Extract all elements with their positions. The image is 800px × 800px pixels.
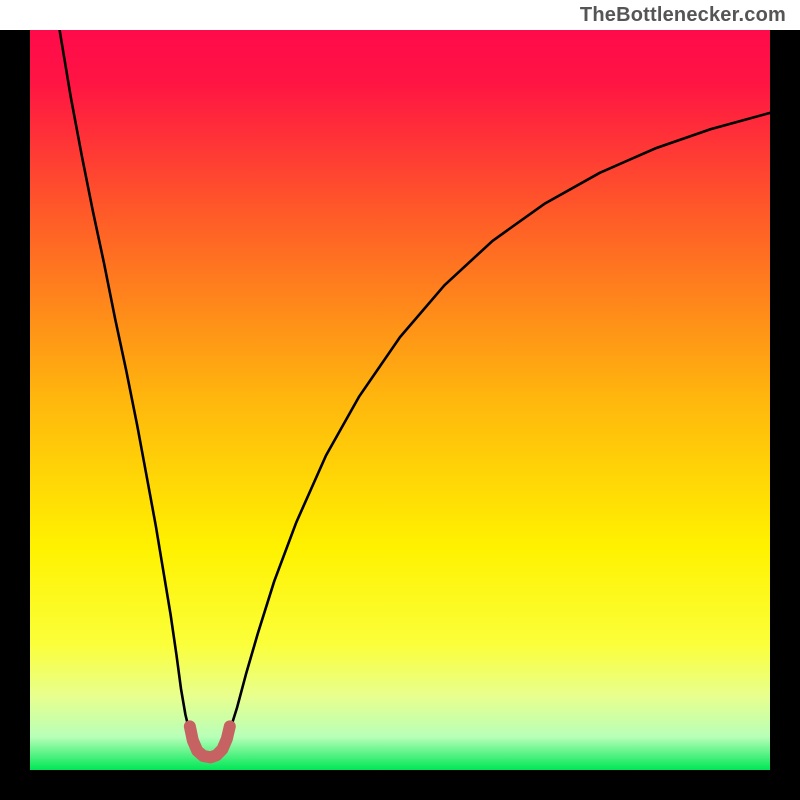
attribution-text: TheBottlenecker.com [580, 4, 786, 27]
chart-container: TheBottlenecker.com [0, 0, 800, 800]
gradient-background [30, 30, 770, 770]
plot-area [30, 30, 770, 770]
bottleneck-chart-svg [30, 30, 770, 770]
